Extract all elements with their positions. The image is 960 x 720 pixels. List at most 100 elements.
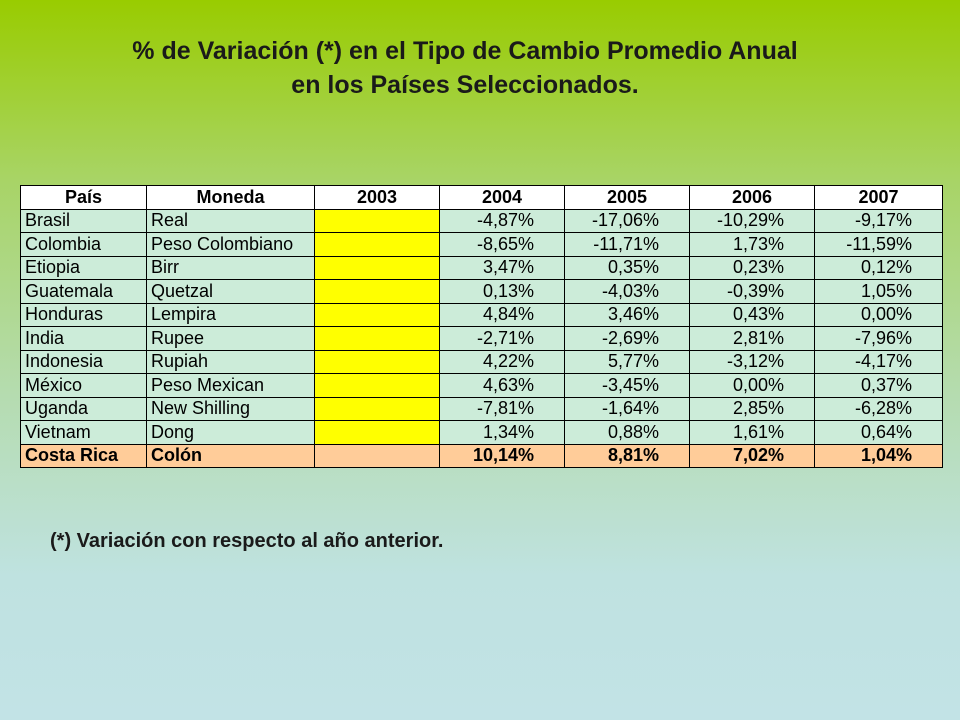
cell-moneda: New Shilling (146, 396, 315, 421)
cell-2004: -4,87% (439, 208, 565, 233)
cell-2004: -7,81% (439, 396, 565, 421)
slide-title-line-2: en los Países Seleccionados. (291, 71, 639, 99)
cell-2003 (314, 443, 440, 468)
cell-2004: 4,63% (439, 373, 565, 398)
cell-2004: 3,47% (439, 255, 565, 280)
exchange-rate-table: País Moneda 2003 2004 2005 2006 2007 Bra… (20, 185, 943, 468)
cell-pais: India (20, 326, 147, 351)
cell-pais: Honduras (20, 302, 147, 327)
cell-2005: -2,69% (564, 326, 690, 351)
cell-2007: -4,17% (814, 349, 943, 374)
cell-moneda: Lempira (146, 302, 315, 327)
cell-moneda: Birr (146, 255, 315, 280)
cell-2005: -4,03% (564, 279, 690, 304)
cell-pais: Brasil (20, 208, 147, 233)
cell-2005: -3,45% (564, 373, 690, 398)
cell-2003 (314, 279, 440, 304)
table-row: Honduras Lempira 4,84% 3,46% 0,43% 0,00% (20, 302, 943, 327)
cell-2006: 7,02% (689, 443, 815, 468)
cell-2005: 3,46% (564, 302, 690, 327)
cell-2003 (314, 208, 440, 233)
cell-2005: -11,71% (564, 232, 690, 257)
table-row: México Peso Mexican 4,63% -3,45% 0,00% 0… (20, 373, 943, 398)
cell-2007: -6,28% (814, 396, 943, 421)
cell-2007: 0,00% (814, 302, 943, 327)
cell-2004: 1,34% (439, 420, 565, 445)
cell-pais: Colombia (20, 232, 147, 257)
cell-2003 (314, 349, 440, 374)
cell-2004: -2,71% (439, 326, 565, 351)
cell-moneda: Colón (146, 443, 315, 468)
cell-2003 (314, 396, 440, 421)
cell-2006: 0,00% (689, 373, 815, 398)
cell-pais: México (20, 373, 147, 398)
cell-2006: -3,12% (689, 349, 815, 374)
cell-2007: 0,37% (814, 373, 943, 398)
cell-2003 (314, 302, 440, 327)
header-2003: 2003 (314, 185, 440, 210)
cell-2004: -8,65% (439, 232, 565, 257)
cell-2004: 4,84% (439, 302, 565, 327)
cell-moneda: Real (146, 208, 315, 233)
cell-2004: 4,22% (439, 349, 565, 374)
cell-2005: 0,88% (564, 420, 690, 445)
cell-2003 (314, 232, 440, 257)
header-2005: 2005 (564, 185, 690, 210)
cell-moneda: Quetzal (146, 279, 315, 304)
cell-2003 (314, 373, 440, 398)
cell-moneda: Rupee (146, 326, 315, 351)
cell-2003 (314, 420, 440, 445)
cell-2003 (314, 326, 440, 351)
cell-2003 (314, 255, 440, 280)
cell-2006: 2,85% (689, 396, 815, 421)
cell-2006: 2,81% (689, 326, 815, 351)
cell-2007: -7,96% (814, 326, 943, 351)
cell-pais: Vietnam (20, 420, 147, 445)
cell-2007: 1,04% (814, 443, 943, 468)
cell-2005: 0,35% (564, 255, 690, 280)
cell-2006: -0,39% (689, 279, 815, 304)
cell-2006: 1,61% (689, 420, 815, 445)
cell-2006: 0,43% (689, 302, 815, 327)
cell-2007: -9,17% (814, 208, 943, 233)
header-moneda: Moneda (146, 185, 315, 210)
table-row: Brasil Real -4,87% -17,06% -10,29% -9,17… (20, 208, 943, 233)
slide-title: % de Variación (*) en el Tipo de Cambio … (0, 34, 930, 102)
cell-2006: 1,73% (689, 232, 815, 257)
table-row: India Rupee -2,71% -2,69% 2,81% -7,96% (20, 326, 943, 351)
table-row: Colombia Peso Colombiano -8,65% -11,71% … (20, 232, 943, 257)
cell-pais: Guatemala (20, 279, 147, 304)
header-2006: 2006 (689, 185, 815, 210)
table-row: Guatemala Quetzal 0,13% -4,03% -0,39% 1,… (20, 279, 943, 304)
header-pais: País (20, 185, 147, 210)
cell-2007: 0,64% (814, 420, 943, 445)
cell-2004: 0,13% (439, 279, 565, 304)
cell-2007: -11,59% (814, 232, 943, 257)
header-2004: 2004 (439, 185, 565, 210)
table-row: Vietnam Dong 1,34% 0,88% 1,61% 0,64% (20, 420, 943, 445)
table-row: Uganda New Shilling -7,81% -1,64% 2,85% … (20, 396, 943, 421)
cell-2007: 1,05% (814, 279, 943, 304)
cell-pais: Costa Rica (20, 443, 147, 468)
header-2007: 2007 (814, 185, 943, 210)
table-row: Indonesia Rupiah 4,22% 5,77% -3,12% -4,1… (20, 349, 943, 374)
table-row: Etiopia Birr 3,47% 0,35% 0,23% 0,12% (20, 255, 943, 280)
cell-2006: 0,23% (689, 255, 815, 280)
cell-2005: 8,81% (564, 443, 690, 468)
table-header-row: País Moneda 2003 2004 2005 2006 2007 (20, 185, 943, 210)
cell-moneda: Peso Colombiano (146, 232, 315, 257)
slide-title-line-1: % de Variación (*) en el Tipo de Cambio … (132, 37, 798, 65)
cell-2005: 5,77% (564, 349, 690, 374)
table-row-highlight: Costa Rica Colón 10,14% 8,81% 7,02% 1,04… (20, 443, 943, 468)
cell-pais: Uganda (20, 396, 147, 421)
cell-moneda: Dong (146, 420, 315, 445)
cell-2007: 0,12% (814, 255, 943, 280)
cell-moneda: Peso Mexican (146, 373, 315, 398)
cell-2005: -17,06% (564, 208, 690, 233)
footnote: (*) Variación con respecto al año anteri… (50, 530, 444, 552)
cell-2004: 10,14% (439, 443, 565, 468)
cell-pais: Etiopia (20, 255, 147, 280)
cell-2005: -1,64% (564, 396, 690, 421)
cell-2006: -10,29% (689, 208, 815, 233)
cell-moneda: Rupiah (146, 349, 315, 374)
